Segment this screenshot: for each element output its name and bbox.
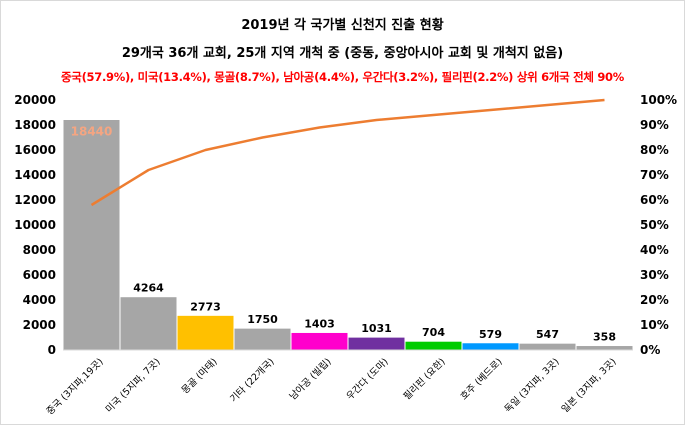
- y2-tick-label: 0%: [640, 343, 660, 357]
- y2-tick-label: 10%: [640, 318, 669, 332]
- y-tick-label: 0: [48, 343, 56, 357]
- y2-tick-label: 40%: [640, 243, 669, 257]
- bar: [461, 342, 520, 351]
- data-label: 18440: [71, 125, 113, 139]
- category-label: 남아공 (빌립): [287, 356, 334, 403]
- y-tick-label: 16000: [14, 143, 56, 157]
- data-label: 1031: [361, 322, 392, 335]
- bar: [404, 340, 463, 351]
- y-tick-label: 14000: [14, 168, 56, 182]
- bar: [233, 327, 292, 351]
- data-label: 4264: [133, 282, 164, 295]
- category-label: 기타 (22개국): [228, 356, 276, 404]
- data-label: 358: [593, 331, 616, 344]
- y2-tick-label: 70%: [640, 168, 669, 182]
- y-tick-label: 4000: [23, 293, 56, 307]
- data-label: 1403: [304, 317, 335, 330]
- category-label: 독일 (3지파, 3곳): [503, 356, 562, 415]
- y2-tick-label: 100%: [640, 93, 677, 107]
- category-label: 중국 (3지파,19곳): [45, 356, 106, 417]
- y-tick-label: 6000: [23, 268, 56, 282]
- category-label: 몽골 (마태): [180, 356, 220, 396]
- chart-subtitle: 29개국 36개 교회, 25개 지역 개척 중 (중동, 중앙아시아 교회 및…: [121, 46, 564, 61]
- data-label: 1750: [247, 313, 278, 326]
- y-tick-label: 10000: [14, 218, 56, 232]
- category-label: 미국 (5지파, 7곳): [104, 356, 163, 415]
- y2-tick-label: 20%: [640, 293, 669, 307]
- bar: [119, 296, 178, 351]
- y2-tick-label: 90%: [640, 118, 669, 132]
- y-tick-label: 20000: [14, 93, 56, 107]
- y-tick-label: 18000: [14, 118, 56, 132]
- y2-tick-label: 50%: [640, 218, 669, 232]
- y2-tick-label: 30%: [640, 268, 669, 282]
- y-tick-label: 12000: [14, 193, 56, 207]
- data-label: 704: [422, 326, 445, 339]
- category-label: 우간다 (도마): [345, 356, 391, 402]
- y2-tick-label: 60%: [640, 193, 669, 207]
- bar: [290, 331, 349, 351]
- category-label: 호주 (베드로): [459, 356, 505, 402]
- chart-annotation: 중국(57.9%), 미국(13.4%), 몽골(8.7%), 남아공(4.4%…: [61, 70, 624, 84]
- bar: [62, 119, 121, 351]
- chart-title: 2019년 각 국가별 신천지 진출 현황: [241, 18, 444, 33]
- y-tick-label: 2000: [23, 318, 56, 332]
- category-label: 일본 (3지파, 3곳): [560, 356, 619, 415]
- y2-tick-label: 80%: [640, 143, 669, 157]
- bar: [518, 342, 577, 351]
- bar: [575, 345, 634, 351]
- data-label: 547: [536, 328, 559, 341]
- category-label: 필리핀 (요한): [401, 356, 448, 403]
- cumulative-percent-line: [90, 98, 605, 207]
- y-tick-label: 8000: [23, 243, 56, 257]
- bar: [347, 336, 406, 351]
- bar: [176, 314, 235, 351]
- data-label: 579: [479, 328, 502, 341]
- data-label: 2773: [190, 300, 221, 313]
